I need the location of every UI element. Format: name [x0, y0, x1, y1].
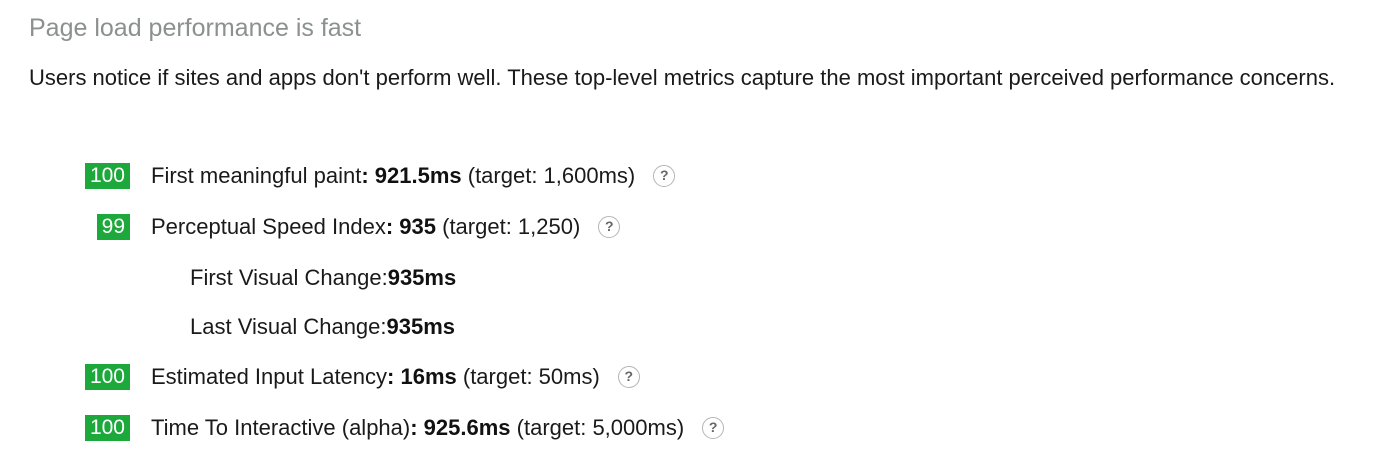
score-badge: 100	[84, 364, 130, 390]
help-icon[interactable]: ?	[598, 216, 621, 238]
metric-text: Perceptual Speed Index: 935 (target: 1,2…	[151, 214, 580, 240]
metric-perceptual-speed-index: 99 Perceptual Speed Index: 935 (target: …	[0, 210, 621, 244]
subitem-label: Last Visual Change:	[190, 314, 387, 339]
subitem-label: First Visual Change:	[190, 265, 388, 290]
score-badge: 100	[84, 415, 130, 441]
score-badge: 100	[84, 163, 130, 189]
metric-label: Estimated Input Latency	[151, 364, 388, 389]
metric-text: First meaningful paint: 921.5ms (target:…	[151, 163, 635, 189]
metric-value: : 16ms	[387, 364, 457, 389]
section-description: Users notice if sites and apps don't per…	[29, 65, 1336, 90]
metric-value: : 935	[385, 214, 436, 239]
metric-target: (target: 50ms)	[456, 364, 600, 389]
score-badge: 99	[96, 214, 130, 240]
metric-label: Perceptual Speed Index	[151, 214, 386, 239]
metric-text: Time To Interactive (alpha): 925.6ms (ta…	[151, 415, 684, 441]
help-icon[interactable]: ?	[702, 417, 725, 439]
help-icon[interactable]: ?	[653, 165, 676, 187]
metric-target: (target: 1,600ms)	[461, 163, 636, 188]
metric-text: Estimated Input Latency: 16ms (target: 5…	[151, 364, 600, 390]
metric-first-meaningful-paint: 100 First meaningful paint: 921.5ms (tar…	[0, 159, 676, 193]
subitem-first-visual-change: First Visual Change: 935ms	[190, 261, 456, 295]
metric-time-to-interactive: 100 Time To Interactive (alpha): 925.6ms…	[0, 411, 725, 445]
metric-target: (target: 1,250)	[436, 214, 581, 239]
metric-value: : 921.5ms	[361, 163, 462, 188]
subitem-value: 935ms	[386, 314, 456, 339]
subitem-value: 935ms	[387, 265, 457, 290]
metric-value: : 925.6ms	[410, 415, 511, 440]
metric-target: (target: 5,000ms)	[510, 415, 685, 440]
subitem-last-visual-change: Last Visual Change: 935ms	[190, 310, 455, 344]
metric-estimated-input-latency: 100 Estimated Input Latency: 16ms (targe…	[0, 360, 640, 394]
help-icon[interactable]: ?	[617, 366, 640, 388]
section-title: Page load performance is fast	[29, 14, 362, 42]
metric-label: First meaningful paint	[151, 163, 362, 188]
metric-label: Time To Interactive (alpha)	[151, 415, 411, 440]
